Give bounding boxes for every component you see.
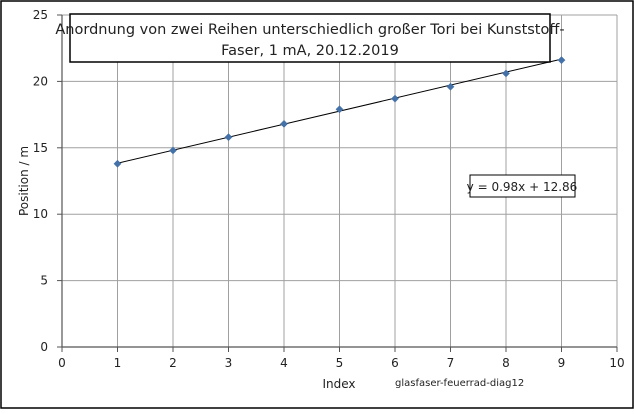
data-point-layer (113, 56, 566, 168)
data-point (169, 146, 177, 155)
x-axis-label: Index (322, 377, 355, 391)
data-point (391, 94, 399, 103)
chart-title-line-2: Faser, 1 mA, 20.12.2019 (221, 43, 399, 59)
axis-layer (57, 14, 618, 352)
x-tick-label: 1 (114, 356, 122, 370)
file-label: glasfaser-feuerrad-diag12 (395, 378, 524, 389)
data-point (224, 133, 233, 142)
tick-label-layer: 0 1 2 3 4 5 6 7 8 9 10 0 5 10 15 20 25 (33, 8, 625, 370)
x-tick-label: 3 (225, 356, 233, 370)
data-point (446, 82, 455, 91)
y-tick-label: 20 (33, 74, 48, 88)
chart-title-line-1: Anordnung von zwei Reihen unterschiedlic… (55, 22, 564, 38)
y-tick-label: 5 (40, 274, 48, 288)
chart-title-frame (69, 13, 551, 63)
x-tick-label: 5 (336, 356, 344, 370)
y-tick-label: 25 (33, 8, 48, 22)
y-tick-label: 10 (33, 207, 48, 221)
chart-title-box: Anordnung von zwei Reihen unterschiedlic… (55, 13, 565, 63)
x-tick-label: 10 (609, 356, 624, 370)
x-tick-label: 6 (391, 356, 399, 370)
y-tick-label: 15 (33, 141, 48, 155)
x-tick-label: 4 (280, 356, 288, 370)
data-point (502, 69, 510, 78)
data-point (280, 119, 288, 128)
x-tick-label: 7 (447, 356, 455, 370)
data-point (335, 105, 344, 114)
trendline-equation-box: y = 0.98x + 12.86 (467, 174, 578, 198)
x-tick-label: 9 (558, 356, 566, 370)
x-tick-label: 8 (502, 356, 510, 370)
y-axis-label: Position / m (17, 146, 31, 216)
grid-layer (62, 14, 618, 347)
data-point (113, 159, 122, 168)
x-tick-label: 2 (169, 356, 177, 370)
y-tick-label: 0 (40, 340, 48, 354)
trendline-equation: y = 0.98x + 12.86 (467, 180, 578, 194)
x-tick-label: 0 (58, 356, 66, 370)
trendline-equation-frame (469, 174, 576, 198)
data-point (557, 56, 566, 65)
